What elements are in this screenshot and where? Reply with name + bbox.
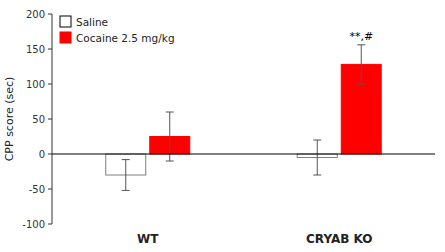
y-tick-label: 50 [32, 114, 45, 125]
error-cap [122, 190, 130, 191]
y-tick-label: 150 [26, 44, 45, 55]
error-cap [166, 112, 174, 113]
error-cap [313, 175, 321, 176]
y-tick [48, 154, 52, 155]
y-tick-label: 100 [26, 79, 45, 90]
legend-label: Cocaine 2.5 mg/kg [76, 32, 175, 44]
y-axis: -100 -50 0 50 100 150 200 [22, 9, 52, 230]
legend: Saline Cocaine 2.5 mg/kg [60, 16, 175, 44]
y-axis-label: CPP score (sec) [3, 77, 16, 162]
y-tick [48, 189, 52, 190]
y-tick [48, 14, 52, 15]
error-bar [357, 45, 365, 84]
x-tick-label: CRYAB KO [306, 232, 373, 246]
annotation: **,# [349, 30, 373, 43]
y-tick-label: -50 [29, 184, 45, 195]
legend-swatch [60, 16, 71, 27]
y-tick-label: -100 [22, 219, 45, 230]
chart-container: -100 -50 0 50 100 150 200 CPP score (sec) WT CRYA… [0, 0, 445, 252]
error-cap [357, 84, 365, 85]
error-cap [166, 161, 174, 162]
legend-label: Saline [76, 16, 108, 28]
y-tick-label: 0 [39, 149, 45, 160]
y-tick [48, 84, 52, 85]
legend-swatch [60, 32, 71, 43]
error-bar [122, 160, 130, 191]
y-tick [48, 119, 52, 120]
error-line [361, 45, 362, 84]
error-line [317, 140, 318, 175]
error-bar [313, 140, 321, 175]
y-tick-label: 200 [26, 9, 45, 20]
error-cap [313, 140, 321, 141]
error-line [125, 160, 126, 191]
chart-svg: -100 -50 0 50 100 150 200 CPP score (sec) WT CRYA… [0, 0, 445, 252]
zero-line [52, 154, 435, 155]
bars [106, 45, 382, 191]
y-tick [48, 49, 52, 50]
error-cap [357, 44, 365, 45]
error-cap [122, 159, 130, 160]
x-tick-label: WT [137, 232, 159, 246]
y-tick [48, 224, 52, 225]
